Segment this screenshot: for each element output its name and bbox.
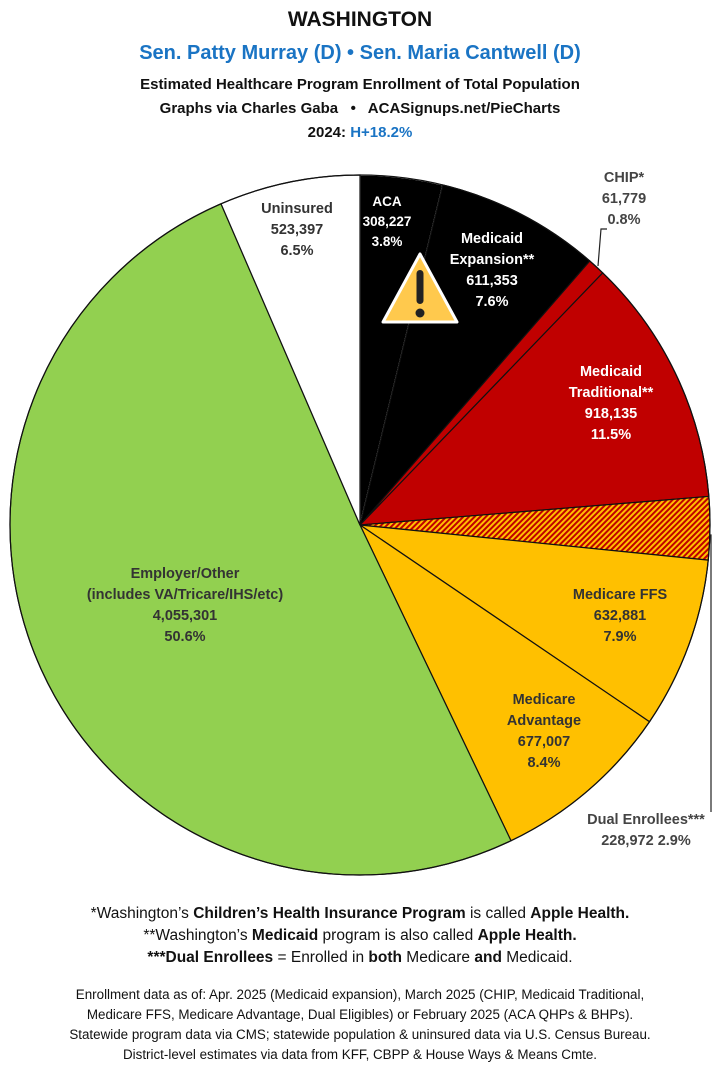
- label-uninsured: Uninsured 523,397 6.5%: [261, 199, 333, 262]
- slice-label: Medicare Advantage: [506, 692, 582, 729]
- slice-value: 4,055,301: [152, 608, 218, 624]
- credit-line: Graphs via Charles Gaba • ACASignups.net…: [159, 100, 561, 117]
- label-aca: ACA 308,227 3.8%: [363, 192, 412, 252]
- label-dual-enrollees: Dual Enrollees*** 228,972 2.9%: [587, 810, 705, 852]
- footnote-segment: = Enrolled in: [273, 949, 369, 966]
- slice-label: Uninsured: [261, 201, 333, 217]
- footnote-segment: ***Dual Enrollees: [147, 949, 274, 966]
- footnote-segment: Apple Health.: [530, 905, 630, 922]
- slice-label: ACA: [372, 194, 402, 209]
- label-medicare-ffs: Medicare FFS 632,881 7.9%: [573, 585, 667, 648]
- footnote-segment: both: [368, 949, 402, 966]
- slice-label: CHIP*: [603, 170, 645, 186]
- source-line: Medicare FFS, Medicare Advantage, Dual E…: [86, 1007, 634, 1022]
- label-medicare-advantage: Medicare Advantage 677,007 8.4%: [499, 690, 589, 774]
- footnote-line: ***Dual Enrollees = Enrolled in both Med…: [0, 947, 720, 969]
- year-label: 2024:: [307, 124, 347, 141]
- footnote-segment: Children’s Health Insurance Program: [193, 905, 466, 922]
- slice-value: 61,779: [601, 191, 647, 207]
- label-medicaid-traditional: Medicaid Traditional** 918,135 11.5%: [556, 362, 666, 446]
- warning-icon: [381, 252, 459, 324]
- chart-subtitle: Estimated Healthcare Program Enrollment …: [140, 76, 580, 93]
- slice-percent: 50.6%: [164, 629, 206, 645]
- footnote-segment: **Washington’s: [143, 927, 252, 944]
- year-line: 2024: H+18.2%: [0, 124, 720, 141]
- source-line: Enrollment data as of: Apr. 2025 (Medica…: [75, 987, 645, 1002]
- footnote-segment: is called: [465, 905, 531, 922]
- dual-leader-line: [709, 534, 712, 812]
- chip-leader-line: [597, 228, 607, 267]
- footnote-segment: *Washington’s: [90, 905, 194, 922]
- footnote-line: *Washington’s Children’s Health Insuranc…: [0, 903, 720, 925]
- slice-value: 611,353: [466, 273, 518, 289]
- slice-label: Employer/Other: [130, 566, 240, 582]
- footnote-segment: program is also called: [318, 927, 478, 944]
- slice-percent: 7.9%: [603, 629, 637, 645]
- sources: Enrollment data as of: Apr. 2025 (Medica…: [0, 985, 720, 1065]
- footnote-segment: and: [474, 949, 502, 966]
- footnotes: *Washington’s Children’s Health Insuranc…: [0, 903, 720, 969]
- slice-percent: 0.8%: [607, 212, 641, 228]
- label-medicaid-expansion: Medicaid Expansion** 611,353 7.6%: [442, 229, 542, 313]
- footnote-segment: Medicare: [401, 949, 475, 966]
- source-line: District-level estimates via data from K…: [122, 1047, 598, 1062]
- footnote-segment: Medicaid.: [501, 949, 573, 966]
- label-chip: CHIP* 61,779 0.8%: [602, 168, 646, 231]
- footnote-line: **Washington’s Medicaid program is also …: [0, 925, 720, 947]
- footnote-segment: Medicaid: [251, 927, 319, 944]
- slice-percent: 7.6%: [475, 294, 509, 310]
- pie-outline: [9, 174, 711, 876]
- pie-chart: [9, 174, 712, 876]
- slice-value-line: 228,972 2.9%: [587, 831, 705, 852]
- slice-value: 523,397: [270, 222, 324, 238]
- senators: Sen. Patty Murray (D) • Sen. Maria Cantw…: [139, 42, 581, 64]
- slice-sublabel: (includes VA/Tricare/IHS/etc): [86, 587, 284, 603]
- slice-percent: 3.8%: [371, 234, 403, 249]
- slice-label: Medicare FFS: [572, 587, 668, 603]
- year-value: H+18.2%: [350, 124, 413, 141]
- slice-value: 228,972: [601, 833, 654, 849]
- slice-value: 632,881: [593, 608, 647, 624]
- slice-label: Medicaid Expansion**: [449, 231, 535, 268]
- slice-value: 308,227: [362, 214, 412, 229]
- label-employer-other: Employer/Other (includes VA/Tricare/IHS/…: [87, 564, 283, 648]
- slice-value: 918,135: [584, 406, 638, 422]
- slice-percent: 11.5%: [590, 427, 632, 443]
- slice-percent: 8.4%: [527, 755, 561, 771]
- slice-label: Medicaid Traditional**: [568, 364, 654, 401]
- footnote-segment: Apple Health.: [477, 927, 577, 944]
- slice-percent: 2.9%: [657, 833, 691, 849]
- slice-label: Dual Enrollees***: [587, 812, 705, 828]
- source-line: Statewide program data via CMS; statewid…: [69, 1027, 651, 1042]
- chart-title: WASHINGTON: [287, 8, 433, 31]
- slice-value: 677,007: [517, 734, 571, 750]
- slice-percent: 6.5%: [280, 243, 314, 259]
